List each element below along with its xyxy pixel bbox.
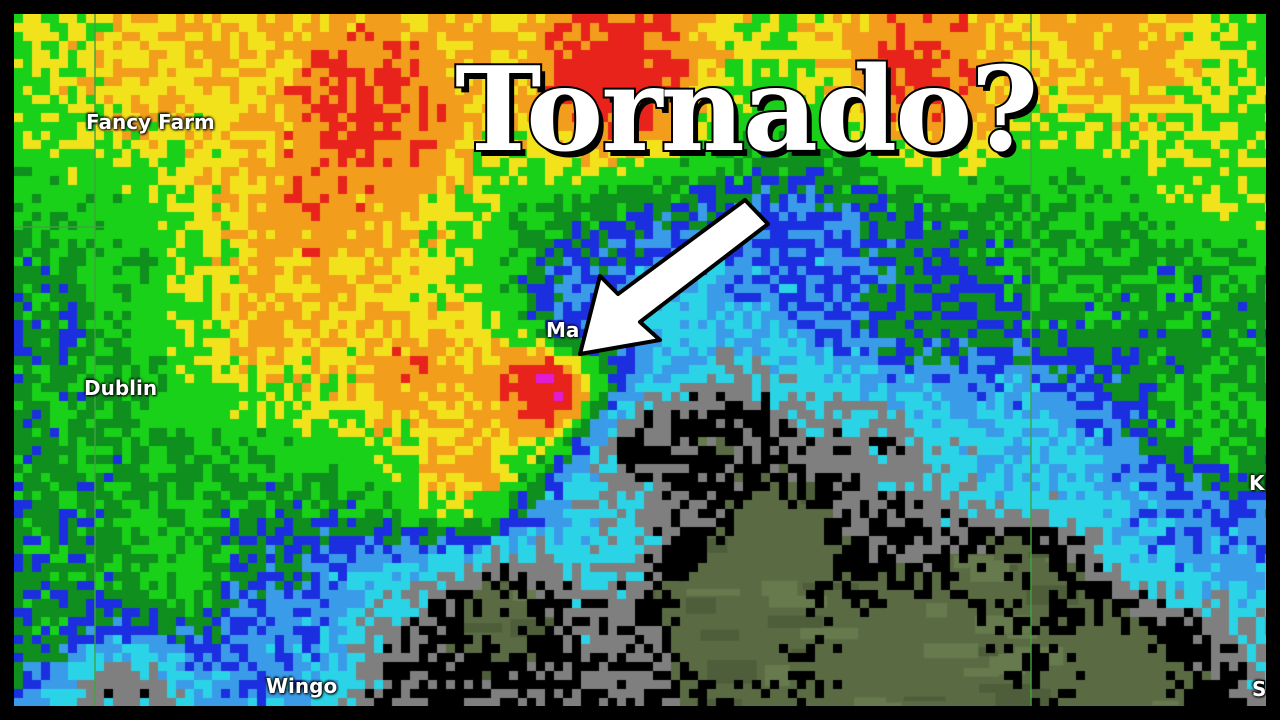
radar-reflectivity-layer bbox=[14, 14, 1266, 706]
place-label-mayfield: Ma bbox=[546, 318, 580, 342]
place-label-s: S bbox=[1252, 677, 1266, 701]
county-line bbox=[94, 14, 96, 706]
place-label-dublin: Dublin bbox=[84, 376, 158, 400]
place-label-ki: Ki bbox=[1249, 471, 1266, 495]
place-label-fancy-farm: Fancy Farm bbox=[86, 110, 215, 134]
county-line bbox=[14, 226, 104, 228]
headline-title: Tornado? bbox=[453, 40, 1040, 180]
county-line bbox=[1030, 14, 1032, 706]
place-label-wingo: Wingo bbox=[266, 674, 338, 698]
radar-map: Fancy Farm Dublin Ma Wingo Ki S bbox=[14, 14, 1266, 706]
